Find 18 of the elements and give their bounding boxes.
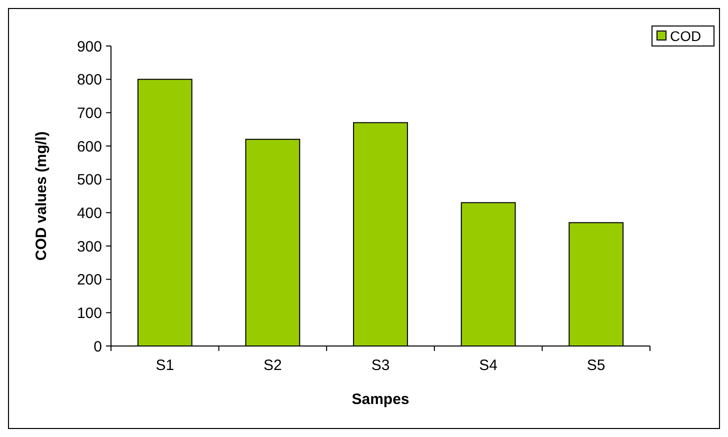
x-axis-title: Sampes bbox=[352, 391, 410, 408]
y-tick-label: 300 bbox=[76, 238, 102, 256]
y-tick-label: 0 bbox=[94, 338, 102, 356]
x-tick-label: S1 bbox=[156, 357, 174, 374]
x-tick-label: S5 bbox=[586, 357, 606, 374]
y-tick-label: 100 bbox=[76, 304, 102, 322]
x-tick-label: S3 bbox=[371, 357, 390, 374]
x-tick-label: S4 bbox=[479, 357, 498, 374]
y-tick-label: 500 bbox=[76, 172, 102, 189]
y-tick-label: 200 bbox=[76, 272, 102, 289]
y-tick-label: 900 bbox=[76, 38, 102, 56]
y-tick-label: 800 bbox=[76, 72, 102, 89]
y-axis-title: COD values (mg/l) bbox=[33, 131, 50, 261]
y-tick-label: 700 bbox=[76, 104, 102, 122]
x-tick-label: S2 bbox=[264, 357, 282, 374]
legend-label: COD bbox=[670, 28, 702, 44]
y-tick-label: 400 bbox=[76, 204, 102, 222]
y-tick-label: 600 bbox=[76, 138, 102, 156]
